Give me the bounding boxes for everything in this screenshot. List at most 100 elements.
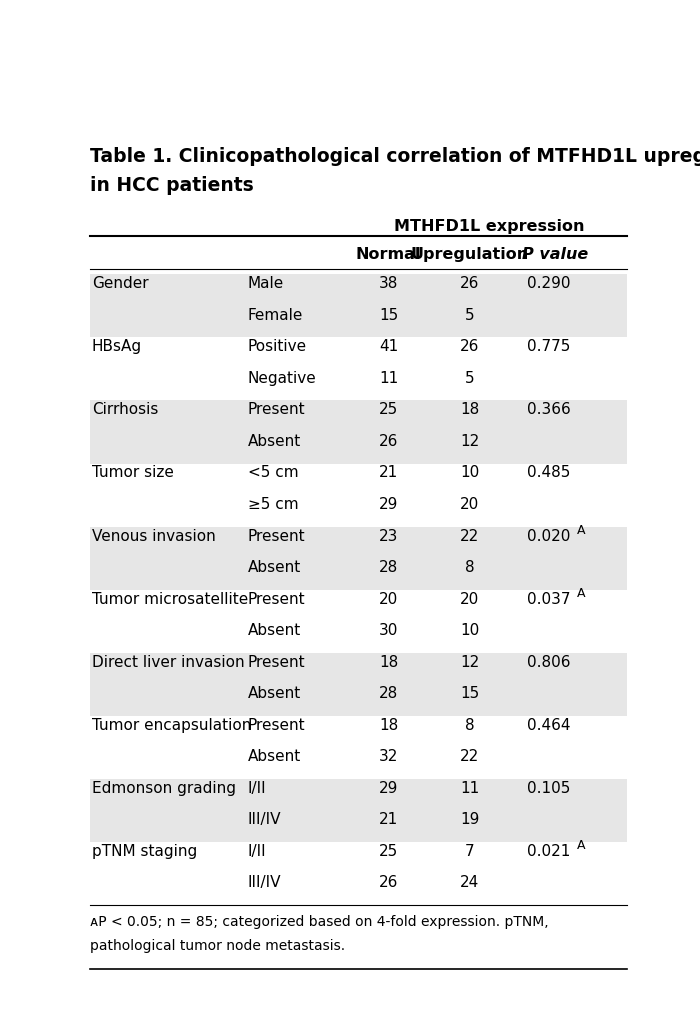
Text: 10: 10 (461, 466, 480, 480)
Text: 19: 19 (461, 812, 480, 827)
Text: 28: 28 (379, 686, 398, 701)
Text: MTHFD1L expression: MTHFD1L expression (393, 219, 584, 234)
Text: 0.485: 0.485 (527, 466, 570, 480)
Bar (90, 400, 627, 464)
Text: 11: 11 (379, 371, 398, 386)
Text: 0.037: 0.037 (527, 592, 570, 606)
Text: 25: 25 (379, 402, 398, 418)
Bar (90, 716, 627, 779)
Text: 12: 12 (461, 654, 480, 670)
Text: 8: 8 (466, 560, 475, 575)
Text: Present: Present (248, 402, 305, 418)
Text: Upregulation: Upregulation (411, 247, 529, 262)
Text: 0.020: 0.020 (527, 528, 570, 544)
Text: Male: Male (248, 276, 284, 291)
Text: I/II: I/II (248, 781, 266, 796)
Text: HBsAg: HBsAg (92, 339, 142, 354)
Bar (90, 779, 627, 842)
Text: Direct liver invasion: Direct liver invasion (92, 654, 244, 670)
Bar (90, 526, 627, 590)
Text: 20: 20 (379, 592, 398, 606)
Bar (90, 652, 627, 716)
Text: 22: 22 (461, 750, 480, 764)
Text: Tumor size: Tumor size (92, 466, 174, 480)
Text: ≥5 cm: ≥5 cm (248, 497, 298, 512)
Text: Table 1. Clinicopathological correlation of MTFHD1L upregulation: Table 1. Clinicopathological correlation… (90, 146, 700, 166)
Bar (90, 464, 627, 526)
Text: Gender: Gender (92, 276, 148, 291)
Text: 21: 21 (379, 466, 398, 480)
Text: <5 cm: <5 cm (248, 466, 298, 480)
Text: Venous invasion: Venous invasion (92, 528, 216, 544)
Text: Tumor encapsulation: Tumor encapsulation (92, 718, 251, 733)
Text: III/IV: III/IV (248, 876, 281, 891)
Text: 0.806: 0.806 (527, 654, 570, 670)
Text: 11: 11 (461, 781, 480, 796)
Text: 0.290: 0.290 (527, 276, 570, 291)
Text: A: A (578, 840, 586, 852)
Text: 38: 38 (379, 276, 398, 291)
Text: pathological tumor node metastasis.: pathological tumor node metastasis. (90, 939, 345, 953)
Text: III/IV: III/IV (248, 812, 281, 827)
Text: I/II: I/II (248, 844, 266, 859)
Text: 23: 23 (379, 528, 398, 544)
Text: 26: 26 (379, 434, 398, 449)
Text: Edmonson grading: Edmonson grading (92, 781, 236, 796)
Text: 5: 5 (466, 371, 475, 386)
Text: 28: 28 (379, 560, 398, 575)
Text: Normal: Normal (356, 247, 421, 262)
Text: 22: 22 (461, 528, 480, 544)
Text: 0.366: 0.366 (526, 402, 570, 418)
Text: 26: 26 (461, 276, 480, 291)
Text: 24: 24 (461, 876, 480, 891)
Text: 10: 10 (461, 624, 480, 638)
Text: 21: 21 (379, 812, 398, 827)
Text: 29: 29 (379, 497, 398, 512)
Text: Present: Present (248, 592, 305, 606)
Text: Absent: Absent (248, 686, 301, 701)
Text: 18: 18 (461, 402, 480, 418)
Text: Present: Present (248, 528, 305, 544)
Text: 20: 20 (461, 592, 480, 606)
Text: P value: P value (522, 247, 588, 262)
Text: Tumor microsatellite: Tumor microsatellite (92, 592, 248, 606)
Text: Female: Female (248, 308, 303, 323)
Text: Absent: Absent (248, 624, 301, 638)
Text: 32: 32 (379, 750, 398, 764)
Bar (90, 337, 627, 400)
Text: 30: 30 (379, 624, 398, 638)
Text: Present: Present (248, 654, 305, 670)
Text: 26: 26 (461, 339, 480, 354)
Bar (90, 842, 627, 905)
Text: 41: 41 (379, 339, 398, 354)
Text: 7: 7 (466, 844, 475, 859)
Text: Negative: Negative (248, 371, 316, 386)
Text: Absent: Absent (248, 434, 301, 449)
Text: A: A (578, 524, 586, 537)
Text: 8: 8 (466, 718, 475, 733)
Text: Cirrhosis: Cirrhosis (92, 402, 158, 418)
Bar (90, 274, 627, 337)
Text: 18: 18 (379, 654, 398, 670)
Text: in HCC patients: in HCC patients (90, 176, 254, 196)
Text: 20: 20 (461, 497, 480, 512)
Text: 15: 15 (379, 308, 398, 323)
Text: 25: 25 (379, 844, 398, 859)
Text: ᴀP < 0.05; n = 85; categorized based on 4-fold expression. pTNM,: ᴀP < 0.05; n = 85; categorized based on … (90, 915, 549, 930)
Text: 0.021: 0.021 (527, 844, 570, 859)
Text: Positive: Positive (248, 339, 307, 354)
Text: 15: 15 (461, 686, 480, 701)
Bar (90, 590, 627, 652)
Text: 0.105: 0.105 (527, 781, 570, 796)
Text: 29: 29 (379, 781, 398, 796)
Text: Absent: Absent (248, 560, 301, 575)
Text: Absent: Absent (248, 750, 301, 764)
Text: 18: 18 (379, 718, 398, 733)
Text: 5: 5 (466, 308, 475, 323)
Text: A: A (578, 587, 586, 600)
Text: pTNM staging: pTNM staging (92, 844, 197, 859)
Text: 0.464: 0.464 (527, 718, 570, 733)
Text: 26: 26 (379, 876, 398, 891)
Text: 0.775: 0.775 (527, 339, 570, 354)
Text: Present: Present (248, 718, 305, 733)
